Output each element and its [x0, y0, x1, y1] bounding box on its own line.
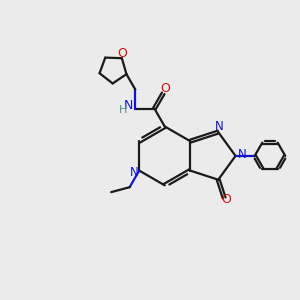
Text: H: H: [119, 105, 127, 115]
Text: N: N: [130, 166, 138, 178]
Text: O: O: [221, 193, 231, 206]
Text: O: O: [160, 82, 170, 95]
Text: N: N: [124, 99, 134, 112]
Text: N: N: [214, 120, 223, 133]
Text: O: O: [118, 47, 128, 60]
Text: N: N: [238, 148, 246, 161]
